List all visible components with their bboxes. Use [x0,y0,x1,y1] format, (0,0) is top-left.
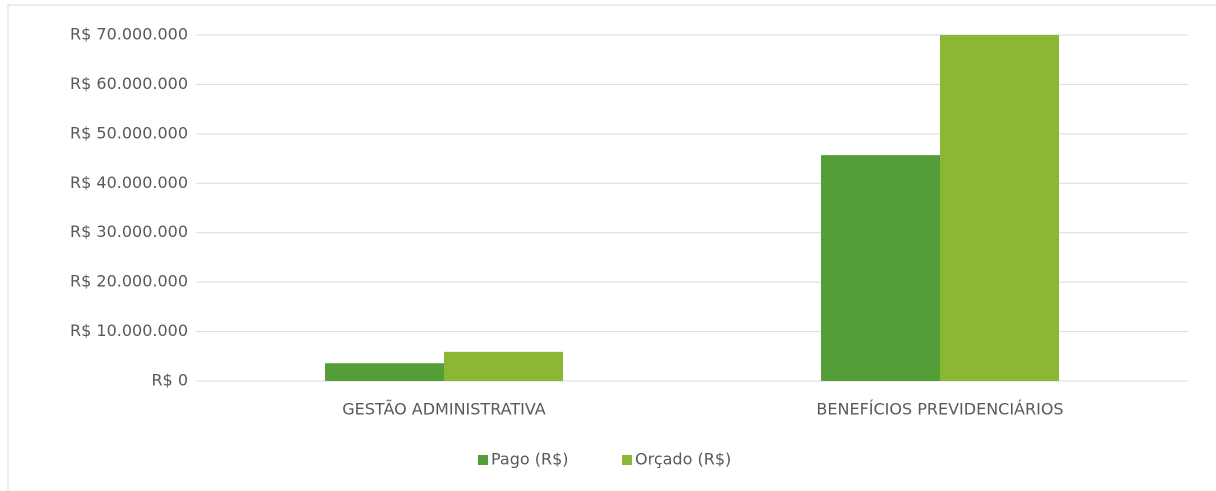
legend-label: Orçado (R$) [635,450,731,469]
x-tick-label: BENEFÍCIOS PREVIDENCIÁRIOS [816,400,1063,419]
y-tick-label: R$ 10.000.000 [70,321,188,340]
bar [444,351,563,381]
y-tick-label: R$ 60.000.000 [70,74,188,93]
legend-label: Pago (R$) [491,450,569,469]
bar [325,363,444,381]
bar [940,35,1059,381]
y-tick-label: R$ 50.000.000 [70,123,188,142]
y-tick-label: R$ 20.000.000 [70,272,188,291]
y-tick-label: R$ 40.000.000 [70,173,188,192]
y-tick-label: R$ 30.000.000 [70,222,188,241]
y-tick-label: R$ 0 [151,371,188,390]
legend-swatch [478,455,488,465]
bar [821,155,940,381]
y-tick-label: R$ 70.000.000 [70,25,188,44]
legend-swatch [622,455,632,465]
x-tick-label: GESTÃO ADMINISTRATIVA [342,400,546,419]
